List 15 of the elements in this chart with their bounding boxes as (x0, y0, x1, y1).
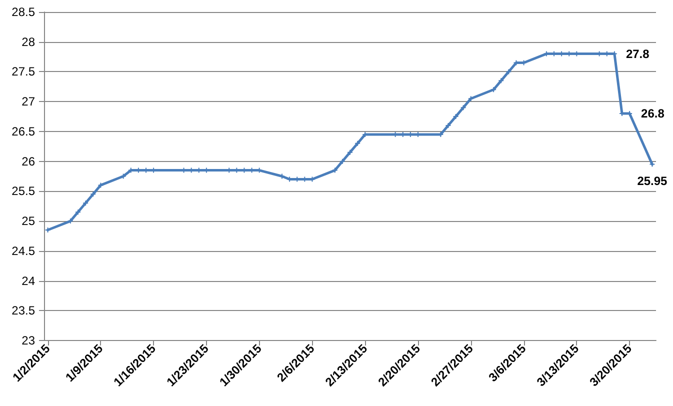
y-tick-label: 23 (22, 334, 36, 348)
y-tick-label: 28.5 (12, 5, 36, 19)
y-tick-label: 28 (22, 34, 36, 49)
y-tick-label: 25.5 (12, 184, 36, 198)
y-tick-label: 26 (22, 154, 36, 168)
data-label: 25.95 (637, 174, 668, 188)
data-label: 26.8 (641, 106, 665, 121)
y-tick-label: 26.5 (12, 124, 36, 138)
y-tick-label: 27 (22, 94, 36, 109)
y-tick-label: 23.5 (12, 304, 36, 318)
y-tick-label: 24.5 (12, 244, 36, 258)
data-label: 27.8 (626, 46, 650, 61)
y-tick-label: 25 (22, 214, 36, 228)
y-tick-label: 24 (22, 274, 36, 288)
y-tick-label: 27.5 (12, 64, 36, 79)
